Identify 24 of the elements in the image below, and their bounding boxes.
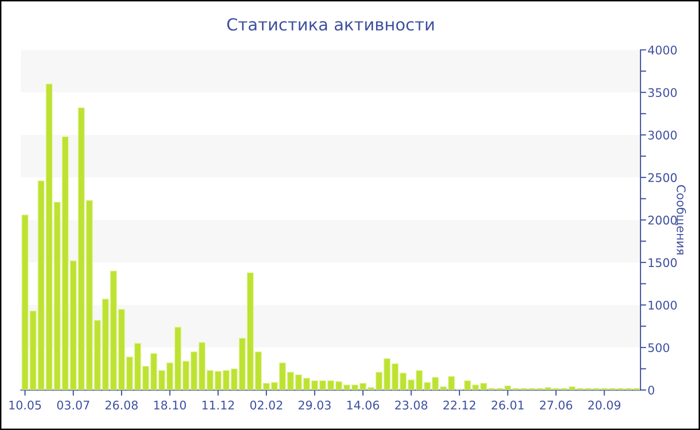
x-tick-label: 02.02	[250, 400, 282, 410]
y-axis-title: Сообщения	[675, 185, 686, 254]
x-tick-label: 11.12	[202, 400, 234, 410]
y-tick-label: 2500	[648, 173, 677, 182]
x-tick-label: 03.07	[57, 400, 90, 410]
x-tick-label: 29.03	[298, 400, 331, 410]
x-tick-label: 14.06	[347, 400, 380, 410]
y-tick-label: 0	[648, 386, 654, 395]
x-tick-label: 10.05	[9, 400, 41, 410]
y-tick-label: 500	[648, 343, 670, 352]
y-tick-label: 3500	[648, 88, 677, 98]
x-tick-label: 27.06	[540, 400, 572, 410]
y-tick-label: 3000	[648, 130, 677, 140]
y-tick-label: 1500	[648, 258, 677, 268]
x-tick-label: 18.10	[154, 400, 186, 410]
y-tick-label: 1000	[648, 300, 677, 310]
x-tick-label: 22.12	[443, 400, 476, 410]
y-tick-label: 4000	[648, 46, 677, 55]
x-tick-label: 23.08	[395, 400, 428, 410]
y-tick-label: 2000	[648, 216, 677, 225]
x-tick-label: 26.08	[106, 400, 138, 410]
x-tick-label: 20.09	[588, 400, 620, 410]
chart-title: Статистика активности	[227, 18, 434, 31]
x-tick-label: 26.01	[492, 400, 524, 410]
